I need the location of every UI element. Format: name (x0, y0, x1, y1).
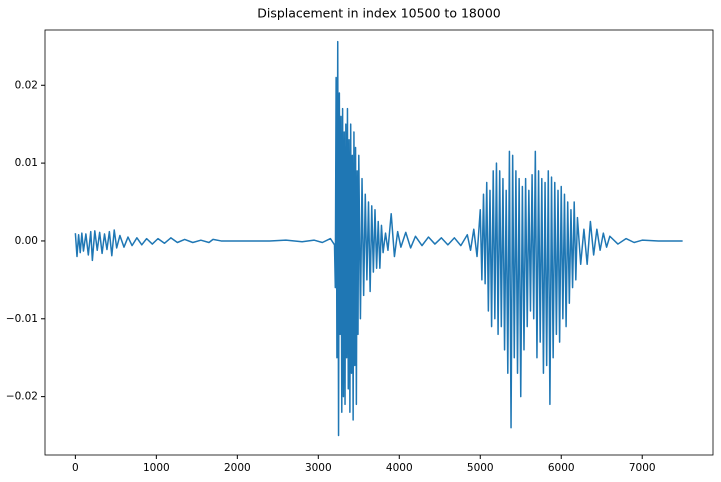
x-tick-label: 5000 (467, 462, 494, 474)
x-tick-label: 0 (72, 462, 79, 474)
x-tick-label: 1000 (143, 462, 170, 474)
y-tick-label: −0.01 (6, 313, 38, 325)
x-tick-label: 3000 (305, 462, 332, 474)
x-tick-label: 2000 (224, 462, 251, 474)
x-tick-label: 7000 (629, 462, 656, 474)
y-tick-label: 0.02 (15, 79, 38, 91)
chart-title: Displacement in index 10500 to 18000 (257, 6, 501, 21)
line (74, 40, 683, 437)
x-tick-label: 4000 (386, 462, 413, 474)
y-tick-label: 0.00 (15, 235, 38, 247)
y-tick-label: 0.01 (15, 157, 38, 169)
y-tick-label: −0.02 (6, 391, 38, 403)
x-tick-label: 6000 (548, 462, 575, 474)
plot-frame (44, 29, 714, 456)
